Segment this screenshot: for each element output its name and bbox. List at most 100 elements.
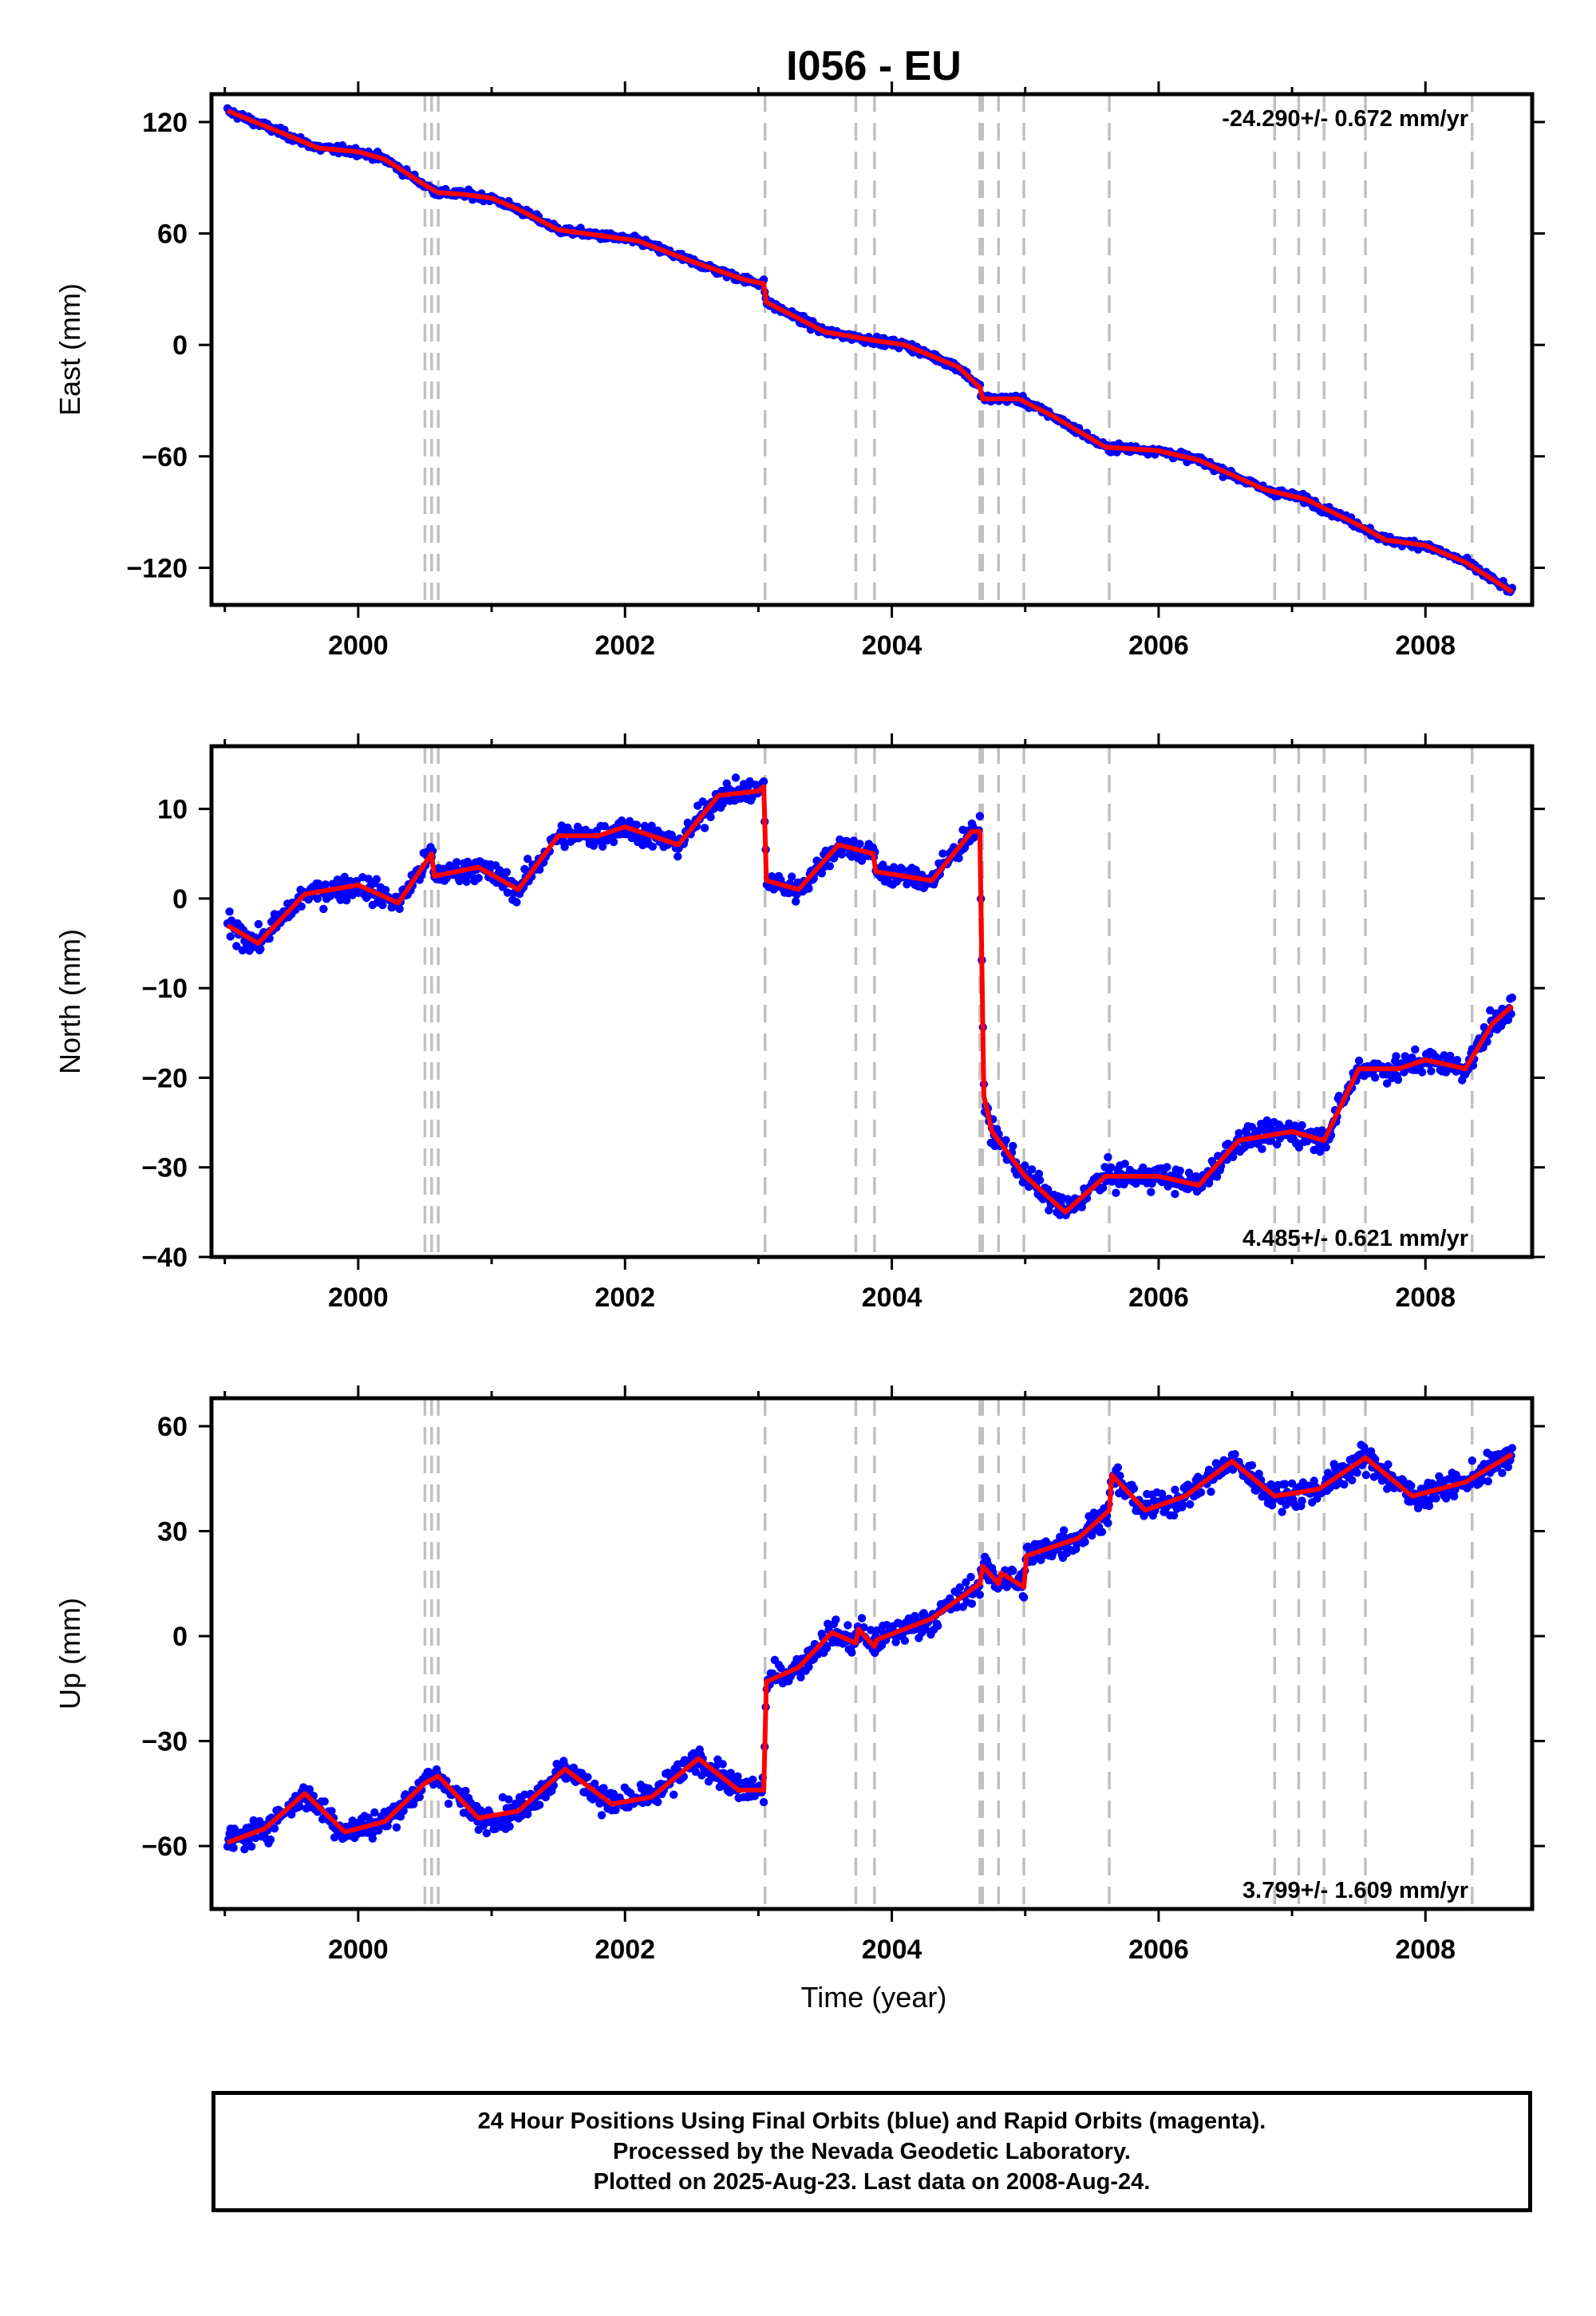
north-point-280 — [503, 888, 512, 897]
up-point-1260 — [1483, 1476, 1493, 1486]
up-x-tick-label-2000: 2000 — [328, 1935, 389, 1965]
up-point-238 — [461, 1786, 470, 1796]
up-point-892 — [1116, 1472, 1124, 1480]
up-point-297 — [520, 1790, 529, 1799]
north-point-300 — [523, 855, 532, 864]
up-point-1124 — [1348, 1476, 1357, 1484]
up-y-tick-label--30: −30 — [141, 1727, 188, 1757]
north-point-279 — [502, 868, 512, 877]
north-point-289 — [512, 898, 521, 907]
east-model-line — [226, 109, 1514, 595]
north-y-axis-label: North (mm) — [53, 929, 86, 1074]
north-point-1043 — [1266, 1136, 1276, 1145]
up-y-tick-label-30: 30 — [157, 1517, 188, 1547]
up-point-732 — [955, 1583, 965, 1592]
up-x-tick-label-2002: 2002 — [595, 1935, 655, 1965]
up-point-880 — [1104, 1519, 1112, 1528]
up-point-1129 — [1353, 1468, 1361, 1477]
north-point-98 — [321, 880, 330, 889]
up-point-1226 — [1450, 1492, 1459, 1501]
north-y-tick-label--30: −30 — [141, 1153, 188, 1184]
north-point-409 — [632, 820, 642, 829]
north-point-1216 — [1440, 1051, 1448, 1060]
up-point-890 — [1113, 1463, 1123, 1472]
north-point-119 — [342, 896, 351, 905]
north-point-1147 — [1371, 1073, 1380, 1082]
up-point-312 — [535, 1800, 544, 1809]
north-point-1024 — [1247, 1123, 1257, 1132]
up-point-360 — [583, 1773, 592, 1781]
up-point-1284 — [1507, 1444, 1517, 1452]
up-y-tick-label-0: 0 — [172, 1622, 188, 1652]
north-point-522 — [745, 777, 754, 786]
east-y-axis-label: East (mm) — [53, 283, 86, 416]
north-point-251 — [474, 874, 483, 883]
up-point-221 — [444, 1800, 453, 1808]
north-point-731 — [954, 854, 963, 863]
north-model-line — [226, 784, 1514, 1215]
north-plot-area — [223, 746, 1517, 1257]
north-point-804 — [1027, 1165, 1037, 1174]
up-point-947 — [1171, 1485, 1179, 1494]
up-point-710 — [934, 1622, 942, 1630]
up-point-510 — [733, 1772, 742, 1781]
north-point-74 — [297, 902, 306, 911]
up-point-836 — [1060, 1526, 1069, 1535]
north-point-877 — [1100, 1163, 1109, 1172]
north-point-1184 — [1408, 1053, 1416, 1062]
east-rate-label: -24.290+/- 0.672 mm/yr — [1222, 106, 1468, 132]
up-point-608 — [832, 1615, 840, 1624]
up-point-525 — [749, 1775, 757, 1784]
north-frame — [209, 744, 1535, 1259]
up-panel: 2000 2002 2004 2006 2008 −60 −30 0 30 60 Up (mm) 3.… — [53, 1385, 1545, 1965]
north-point-778 — [1001, 1136, 1010, 1144]
up-daily-positions — [223, 1441, 1517, 1854]
north-point-90 — [313, 894, 322, 903]
up-point-1031 — [1254, 1469, 1263, 1478]
up-point-649 — [872, 1626, 882, 1635]
north-point-1203 — [1427, 1067, 1436, 1076]
east-x-tick-label-2002: 2002 — [595, 630, 655, 661]
north-point-883 — [1107, 1163, 1116, 1172]
caption-box: 24 Hour Positions Using Final Orbits (bl… — [211, 2091, 1532, 2212]
east-panel: 2000 2002 2004 2006 2008 −120 −60 0 60 120 East (m… — [53, 81, 1545, 661]
north-point-424 — [647, 821, 656, 830]
up-x-tick-label-2006: 2006 — [1128, 1935, 1189, 1965]
north-point-939 — [1163, 1163, 1171, 1172]
up-point-671 — [895, 1618, 903, 1628]
north-point-923 — [1147, 1188, 1156, 1196]
north-y-tick-label-0: 0 — [172, 884, 188, 915]
up-rate-label: 3.799+/- 1.609 mm/yr — [1242, 1878, 1468, 1903]
up-y-tick-label-60: 60 — [157, 1412, 188, 1442]
up-point-729 — [952, 1603, 962, 1612]
up-point-946 — [1169, 1511, 1179, 1520]
up-point-624 — [847, 1648, 856, 1657]
east-y-tick-label-120: 120 — [142, 108, 188, 138]
up-point-599 — [822, 1643, 832, 1653]
north-point-632 — [855, 840, 864, 848]
north-point-897 — [1120, 1160, 1129, 1168]
up-point-857 — [1080, 1537, 1089, 1547]
north-point-536 — [759, 777, 768, 786]
up-point-738 — [962, 1578, 970, 1587]
up-point-874 — [1097, 1528, 1107, 1536]
x-axis-label: Time (year) — [801, 1981, 947, 2014]
north-x-tick-label-2008: 2008 — [1395, 1282, 1456, 1313]
north-x-tick-label-2002: 2002 — [595, 1282, 655, 1313]
east-x-tick-label-2000: 2000 — [328, 630, 389, 661]
north-daily-positions — [223, 773, 1517, 1219]
up-point-1196 — [1420, 1495, 1428, 1504]
up-point-145 — [368, 1834, 377, 1843]
north-point-875 — [1098, 1184, 1108, 1192]
north-point-239 — [462, 877, 471, 887]
up-point-1138 — [1361, 1471, 1371, 1480]
north-point-1074 — [1298, 1120, 1306, 1130]
north-point-149 — [372, 875, 381, 883]
up-point-1208 — [1432, 1494, 1440, 1503]
east-y-tick-label-60: 60 — [157, 219, 188, 250]
up-x-tick-label-2008: 2008 — [1395, 1935, 1456, 1965]
up-point-1024 — [1247, 1460, 1257, 1470]
north-x-tick-label-2006: 2006 — [1128, 1282, 1189, 1313]
up-point-374 — [597, 1811, 606, 1820]
north-point-375 — [598, 842, 607, 852]
